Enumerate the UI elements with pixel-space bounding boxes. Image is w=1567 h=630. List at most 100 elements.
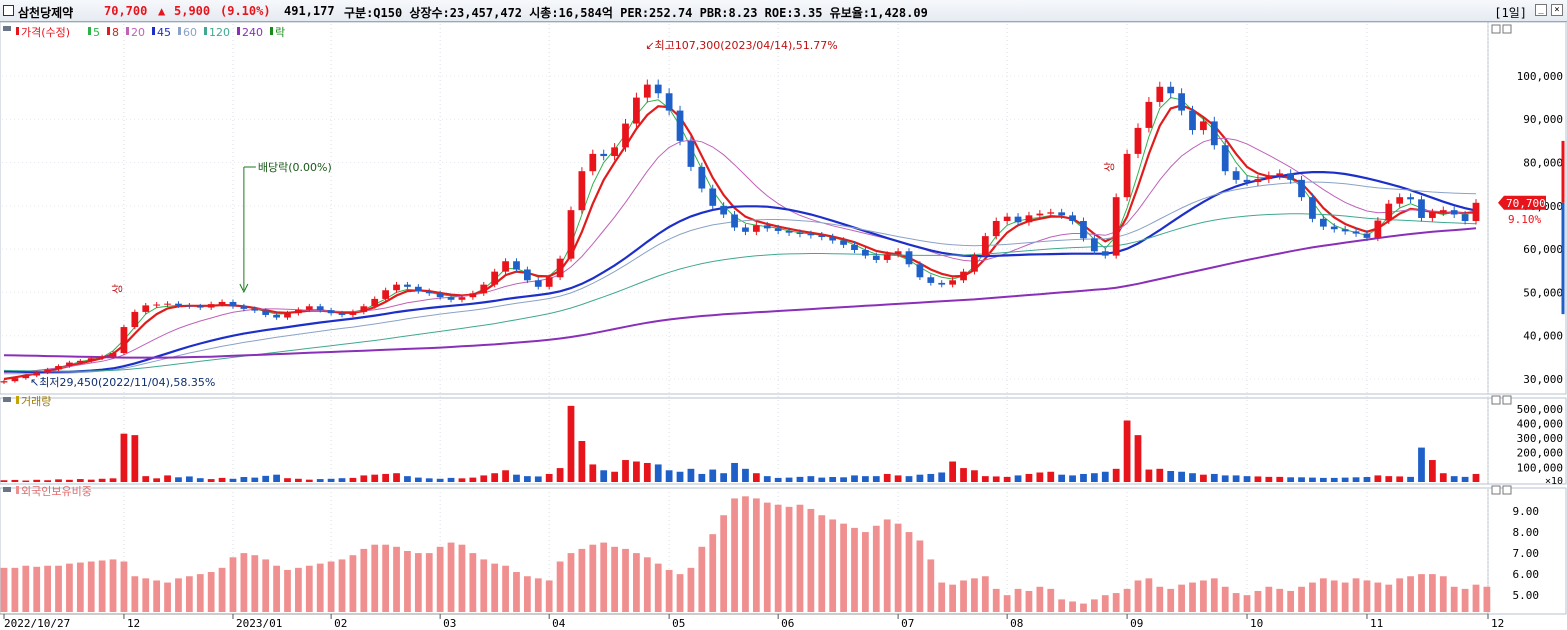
candle-body bbox=[207, 304, 215, 308]
candle-body bbox=[295, 309, 302, 314]
candle-body bbox=[1232, 171, 1240, 180]
candle-body bbox=[687, 140, 695, 167]
foreign-bar bbox=[1232, 593, 1240, 612]
volume-bar bbox=[1232, 475, 1240, 482]
date-tick-label: 02 bbox=[334, 617, 347, 630]
candle-body bbox=[949, 280, 957, 285]
date-tick-label: 04 bbox=[552, 617, 566, 630]
volume-bar bbox=[305, 479, 313, 482]
volume-pane bbox=[0, 397, 1567, 485]
foreign-tick-label: 8.00 bbox=[1513, 526, 1540, 539]
foreign-bar bbox=[1101, 595, 1109, 612]
volume-bar bbox=[22, 480, 30, 482]
volume-bar bbox=[1385, 476, 1393, 482]
volume-bar bbox=[698, 473, 706, 482]
candle-body bbox=[1407, 197, 1414, 200]
volume-bar bbox=[1330, 477, 1338, 482]
volume-bar bbox=[175, 477, 182, 482]
candle-body bbox=[1243, 179, 1251, 183]
foreign-bar bbox=[905, 532, 913, 612]
candle-body bbox=[872, 255, 880, 260]
foreign-bar bbox=[175, 578, 182, 612]
candle-body bbox=[894, 251, 902, 255]
price-pane-minimize-icon bbox=[1491, 24, 1501, 34]
candle-body bbox=[633, 97, 640, 124]
stock-info: 구분:Q150 상장수:23,457,472 시총:16,584억 PER:25… bbox=[344, 6, 928, 20]
candle-body bbox=[971, 255, 978, 272]
volume-bar bbox=[556, 468, 564, 482]
volume-bar bbox=[905, 476, 913, 482]
foreign-bar bbox=[382, 544, 390, 612]
foreign-bar bbox=[949, 584, 957, 612]
close-icon[interactable]: × bbox=[1551, 4, 1563, 16]
foreign-bar bbox=[785, 506, 793, 612]
volume-bar bbox=[840, 477, 847, 482]
foreign-bar bbox=[676, 574, 684, 612]
foreign-bar bbox=[1330, 580, 1338, 612]
volume-bar bbox=[1025, 473, 1033, 482]
price-tick-label: 90,000 bbox=[1523, 113, 1563, 126]
volume-bar bbox=[229, 478, 237, 482]
candle-body bbox=[1439, 210, 1447, 213]
foreign-bar bbox=[1461, 588, 1469, 612]
foreign-bar bbox=[1483, 586, 1491, 612]
volume-bar bbox=[1200, 474, 1207, 482]
volume-bar bbox=[218, 477, 226, 482]
period-selector[interactable]: [1일] bbox=[1494, 6, 1527, 20]
foreign-bar bbox=[545, 580, 553, 612]
volume-bar bbox=[436, 478, 444, 482]
foreign-bar bbox=[414, 553, 422, 612]
minimize-icon[interactable]: _ bbox=[1535, 4, 1547, 16]
candle-body bbox=[131, 311, 139, 328]
volume-bar bbox=[1047, 471, 1055, 482]
candle-body bbox=[164, 303, 171, 305]
volume-bar bbox=[338, 478, 346, 482]
volume-bar bbox=[1287, 477, 1295, 482]
foreign-bar bbox=[55, 565, 62, 612]
candle-body bbox=[262, 310, 270, 315]
candle-body bbox=[382, 290, 390, 299]
volume-bar bbox=[109, 478, 117, 482]
volume-bar bbox=[360, 475, 368, 482]
legend-label: 가격(수정) bbox=[21, 26, 70, 39]
candle-body bbox=[1145, 101, 1153, 128]
volume-bar bbox=[654, 464, 662, 482]
volume-tick-label: 100,000 bbox=[1517, 461, 1563, 474]
candle-body bbox=[273, 314, 280, 318]
volume-bar bbox=[829, 477, 837, 482]
legend-swatch bbox=[16, 27, 19, 35]
foreign-bar bbox=[1363, 580, 1371, 612]
checkbox[interactable] bbox=[3, 5, 14, 16]
volume-bar bbox=[643, 462, 651, 482]
volume-bar bbox=[1319, 477, 1327, 482]
candle-body bbox=[1003, 216, 1011, 221]
foreign-bar bbox=[763, 502, 771, 612]
foreign-bar bbox=[273, 565, 280, 612]
foreign-bar bbox=[1200, 580, 1207, 612]
candle-body bbox=[120, 327, 128, 354]
foreign-bar bbox=[1058, 599, 1066, 612]
foreign-bar bbox=[1080, 603, 1087, 612]
foreign-bar bbox=[1287, 590, 1295, 612]
foreign-bar bbox=[33, 566, 41, 612]
volume-bar bbox=[1189, 473, 1196, 482]
legend-label: 5 bbox=[93, 26, 100, 39]
foreign-bar bbox=[1134, 580, 1142, 612]
candle-body bbox=[1319, 218, 1327, 227]
volume-bar bbox=[1014, 475, 1022, 482]
legend-label: 20 bbox=[131, 26, 145, 39]
foreign-bar bbox=[1047, 588, 1055, 612]
candle-body bbox=[76, 360, 84, 363]
candle-body bbox=[654, 84, 662, 94]
foreign-bar bbox=[393, 546, 400, 612]
volume-bar bbox=[1080, 473, 1087, 482]
volume-bar bbox=[720, 473, 728, 482]
dividend-marker-arrow bbox=[239, 283, 249, 294]
candle-body bbox=[218, 301, 226, 305]
foreign-pane-minimize-icon bbox=[1491, 485, 1501, 495]
foreign-bar bbox=[513, 572, 520, 612]
volume-bar bbox=[611, 471, 618, 482]
date-tick-label: 2023/01 bbox=[236, 617, 282, 630]
candle-body bbox=[567, 210, 575, 259]
foreign-bar bbox=[404, 551, 411, 612]
